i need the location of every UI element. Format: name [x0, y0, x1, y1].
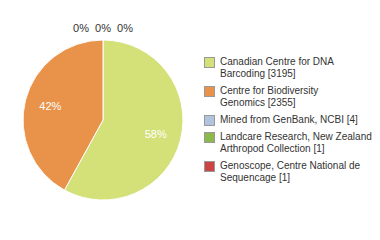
- html-text:Landcare Research, New Zealand: Landcare Research, New Zealand Arthropod…: [220, 131, 372, 154]
- html-text:Genoscope, Centre National de: Genoscope, Centre National de Sequencage…: [220, 160, 361, 183]
- svg-text:0%: 0%: [117, 22, 133, 34]
- svg-text:0%: 0%: [95, 22, 111, 34]
- html-text:Centre for Biodiversity Genomi: Centre for Biodiversity Genomics [2355]: [220, 85, 319, 108]
- svg-text:58%: 58%: [145, 128, 167, 140]
- svg-text:0%: 0%: [73, 22, 89, 34]
- html-text:Mined from GenBank, NCBI [4]: Mined from GenBank, NCBI [4]: [220, 114, 358, 125]
- svg-text:42%: 42%: [39, 100, 61, 112]
- html-text:Canadian Centre for DNA Barcod: Canadian Centre for DNA Barcoding [3195]: [220, 56, 334, 79]
